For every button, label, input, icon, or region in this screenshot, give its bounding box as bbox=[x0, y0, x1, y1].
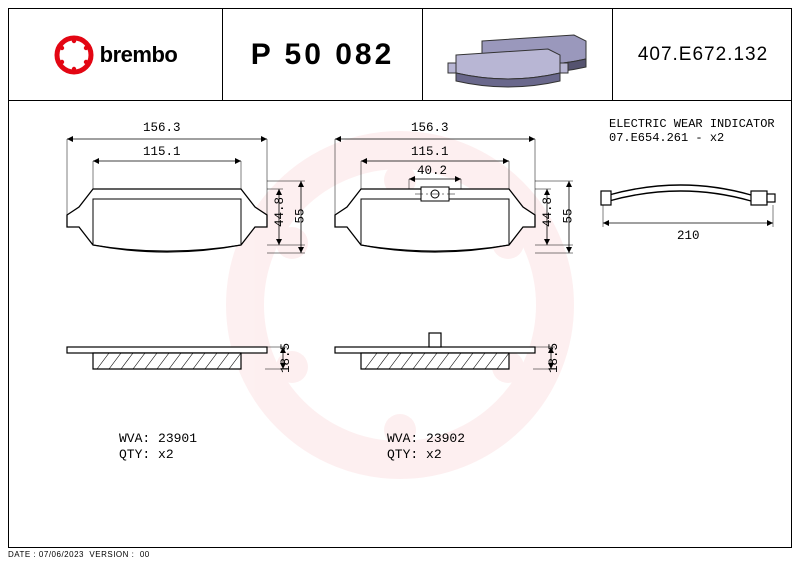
pad-right-footer: WVA: 23902 QTY: x2 bbox=[387, 431, 442, 446]
dim-right-width-inner: 115.1 bbox=[411, 145, 449, 159]
qty-left: x2 bbox=[158, 447, 174, 462]
dim-left-width-total: 156.3 bbox=[143, 121, 181, 135]
wear-qty: x2 bbox=[710, 131, 724, 145]
catalog-code: 407.E672.132 bbox=[638, 44, 768, 66]
dim-left-height-outer: 55 bbox=[294, 208, 308, 223]
dim-wear-length: 210 bbox=[677, 229, 700, 243]
wear-title: ELECTRIC WEAR INDICATOR bbox=[609, 117, 775, 131]
dim-left-height-inner: 44.8 bbox=[273, 197, 287, 227]
qty-right: x2 bbox=[426, 447, 442, 462]
pad-left-side bbox=[57, 329, 277, 389]
pad-left-footer: WVA: 23901 QTY: x2 bbox=[119, 431, 174, 446]
dim-left-width-inner: 115.1 bbox=[143, 145, 181, 159]
logo-cell: brembo bbox=[9, 9, 223, 101]
drawing-frame: brembo P 50 082 bbox=[8, 8, 792, 548]
wva-label-left: WVA: bbox=[119, 431, 150, 446]
brembo-logo: brembo bbox=[54, 35, 178, 75]
wva-left: 23901 bbox=[158, 431, 197, 446]
qty-label-right: QTY: bbox=[387, 447, 418, 462]
wear-part: 07.E654.261 bbox=[609, 131, 688, 145]
drawing-area: 156.3 115.1 44.8 55 18.5 156.3 115.1 40.… bbox=[9, 101, 791, 547]
dim-right-clip-width: 40.2 bbox=[417, 164, 447, 178]
dim-right-thickness: 18.5 bbox=[547, 343, 561, 373]
wva-label-right: WVA: bbox=[387, 431, 418, 446]
dim-right-height-inner: 44.8 bbox=[541, 197, 555, 227]
wear-sep: - bbox=[695, 131, 702, 145]
version-footer: DATE : 07/06/2023 VERSION : 00 bbox=[8, 550, 150, 559]
footer-version: 00 bbox=[140, 550, 150, 559]
qty-label-left: QTY: bbox=[119, 447, 150, 462]
dim-right-height-outer: 55 bbox=[562, 208, 576, 223]
footer-date: 07/06/2023 bbox=[39, 550, 84, 559]
dim-right-width-total: 156.3 bbox=[411, 121, 449, 135]
part-number-cell: P 50 082 bbox=[223, 9, 423, 101]
brand-name: brembo bbox=[100, 42, 178, 68]
catalog-code-cell: 407.E672.132 bbox=[613, 9, 793, 101]
part-number: P 50 082 bbox=[251, 38, 395, 72]
pad-right-side bbox=[325, 329, 545, 389]
header-row: brembo P 50 082 bbox=[9, 9, 791, 101]
dim-left-thickness: 18.5 bbox=[279, 343, 293, 373]
footer-version-label: VERSION : bbox=[89, 550, 134, 559]
iso-render bbox=[438, 25, 598, 85]
iso-render-cell bbox=[423, 9, 613, 101]
logo-disc-icon bbox=[54, 35, 94, 75]
wva-right: 23902 bbox=[426, 431, 465, 446]
